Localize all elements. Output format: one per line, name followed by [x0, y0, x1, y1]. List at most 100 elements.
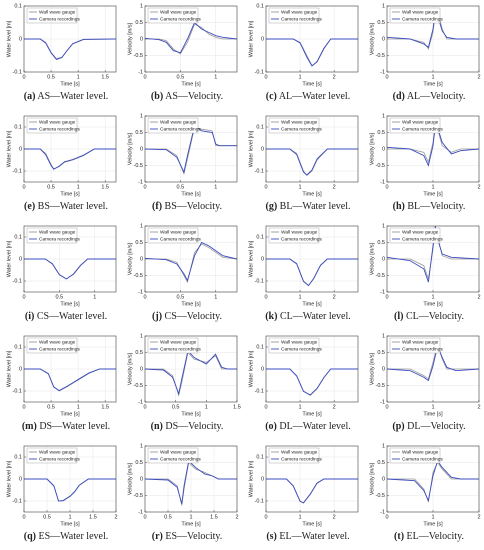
data-line [144, 21, 238, 54]
x-tick-label: 1 [214, 74, 217, 80]
caption-text: AS—Velocity. [165, 91, 223, 102]
y-axis-label: Velocity [m/s] [369, 352, 375, 385]
y-axis-label: Water level [m] [6, 130, 12, 167]
x-tick-label: 1 [431, 184, 434, 190]
legend-label: Wall wave gauge [402, 449, 439, 455]
y-tick-label: 0.5 [377, 350, 385, 356]
y-tick-label: 0 [382, 476, 385, 482]
y-axis-label: Water level [m] [248, 20, 254, 57]
x-tick-label: 2 [235, 514, 238, 520]
y-tick-label: -0.1 [255, 278, 264, 284]
x-tick-label: 2 [477, 74, 480, 80]
x-axis-label: Time [s] [302, 521, 322, 527]
legend-label: Wall wave gauge [402, 9, 439, 15]
y-tick-label: 0.1 [256, 3, 264, 9]
y-tick-label: 0.1 [256, 124, 264, 130]
x-tick-label: 1 [77, 184, 80, 190]
legend-label: Camera recordings [402, 16, 443, 22]
y-tick-label: 0 [382, 36, 385, 42]
legend-box [147, 337, 199, 354]
caption-label: (j) [152, 311, 162, 322]
y-tick-label: 0 [19, 476, 22, 482]
caption-text: DS—Velocity. [165, 421, 223, 432]
plot-frame [386, 5, 480, 73]
caption: (o) DL—Water level. [265, 421, 351, 432]
caption-label: (p) [392, 421, 404, 432]
caption-label: (c) [266, 91, 277, 102]
legend-label: Camera recordings [160, 236, 201, 242]
legend-label: Wall wave gauge [39, 449, 76, 455]
caption-label: (e) [24, 201, 35, 212]
x-tick-label: 0 [22, 294, 25, 300]
legend-label: Camera recordings [160, 126, 201, 132]
data-line [266, 148, 358, 176]
y-tick-label: -0.1 [13, 69, 22, 75]
plot-frame [23, 225, 117, 293]
y-tick-label: 0 [261, 366, 264, 372]
caption-text: AS—Water level. [37, 91, 108, 102]
caption: (b) AS—Velocity. [151, 91, 223, 102]
data-line [24, 258, 116, 280]
legend-box [268, 117, 320, 134]
legend-label: Camera recordings [160, 16, 201, 22]
caption: (g) BL—Water level. [265, 201, 350, 212]
x-tick-label: 1 [431, 404, 434, 410]
legend-label: Wall wave gauge [160, 9, 197, 15]
y-axis-label: Velocity [m/s] [127, 242, 133, 275]
legend-label: Camera recordings [160, 456, 201, 462]
legend-label: Wall wave gauge [281, 229, 318, 235]
plot-frame [265, 115, 359, 183]
legend-label: Camera recordings [281, 236, 322, 242]
legend-label: Wall wave gauge [281, 119, 318, 125]
legend-label: Camera recordings [160, 346, 201, 352]
caption: (r) ES—Velocity. [152, 531, 222, 542]
y-axis-label: Velocity [m/s] [127, 22, 133, 55]
y-tick-label: -1 [380, 69, 385, 75]
y-tick-label: -0.1 [255, 498, 264, 504]
y-tick-label: -0.1 [13, 168, 22, 174]
x-tick-label: 0 [143, 74, 146, 80]
data-line [24, 38, 117, 60]
x-tick-label: 2 [333, 294, 336, 300]
legend-label: Wall wave gauge [402, 339, 439, 345]
y-tick-label: -1 [380, 399, 385, 405]
legend-label: Wall wave gauge [160, 449, 197, 455]
caption: (t) EL—Velocity. [394, 531, 464, 542]
legend-label: Wall wave gauge [39, 339, 76, 345]
x-axis-label: Time [s] [423, 411, 443, 417]
x-axis-label: Time [s] [181, 191, 201, 197]
plot-frame [386, 225, 480, 293]
legend-label: Wall wave gauge [281, 339, 318, 345]
plot-frame [23, 5, 117, 73]
legend-box [389, 117, 441, 134]
caption: (s) EL—Water level. [266, 531, 349, 542]
legend-box [389, 7, 441, 24]
y-tick-label: 1 [140, 333, 143, 339]
x-tick-label: 0.5 [177, 74, 185, 80]
plot-frame [144, 5, 238, 73]
y-tick-label: -0.5 [134, 273, 143, 279]
x-tick-label: 0 [264, 184, 267, 190]
data-line [266, 478, 358, 504]
legend-box [147, 447, 199, 464]
legend-box [147, 227, 199, 244]
y-tick-label: -1 [380, 289, 385, 295]
x-axis-label: Time [s] [181, 81, 201, 87]
plot-frame [23, 335, 117, 403]
caption: (f) BS—Velocity. [152, 201, 222, 212]
plot-frame [144, 115, 238, 183]
y-tick-label: 0.5 [377, 460, 385, 466]
x-tick-label: 2 [477, 514, 480, 520]
y-tick-label: 0.1 [256, 234, 264, 240]
y-tick-label: 1 [140, 113, 143, 119]
y-tick-label: 0 [19, 146, 22, 152]
x-tick-label: 2 [333, 74, 336, 80]
caption-text: BS—Water level. [38, 201, 108, 212]
y-tick-label: -1 [138, 509, 143, 515]
legend-label: Camera recordings [402, 346, 443, 352]
y-axis-label: Velocity [m/s] [369, 22, 375, 55]
x-tick-label: 1.5 [101, 184, 109, 190]
caption: (e) BS—Water level. [24, 201, 108, 212]
data-line [386, 344, 480, 382]
y-tick-label: 0 [261, 476, 264, 482]
